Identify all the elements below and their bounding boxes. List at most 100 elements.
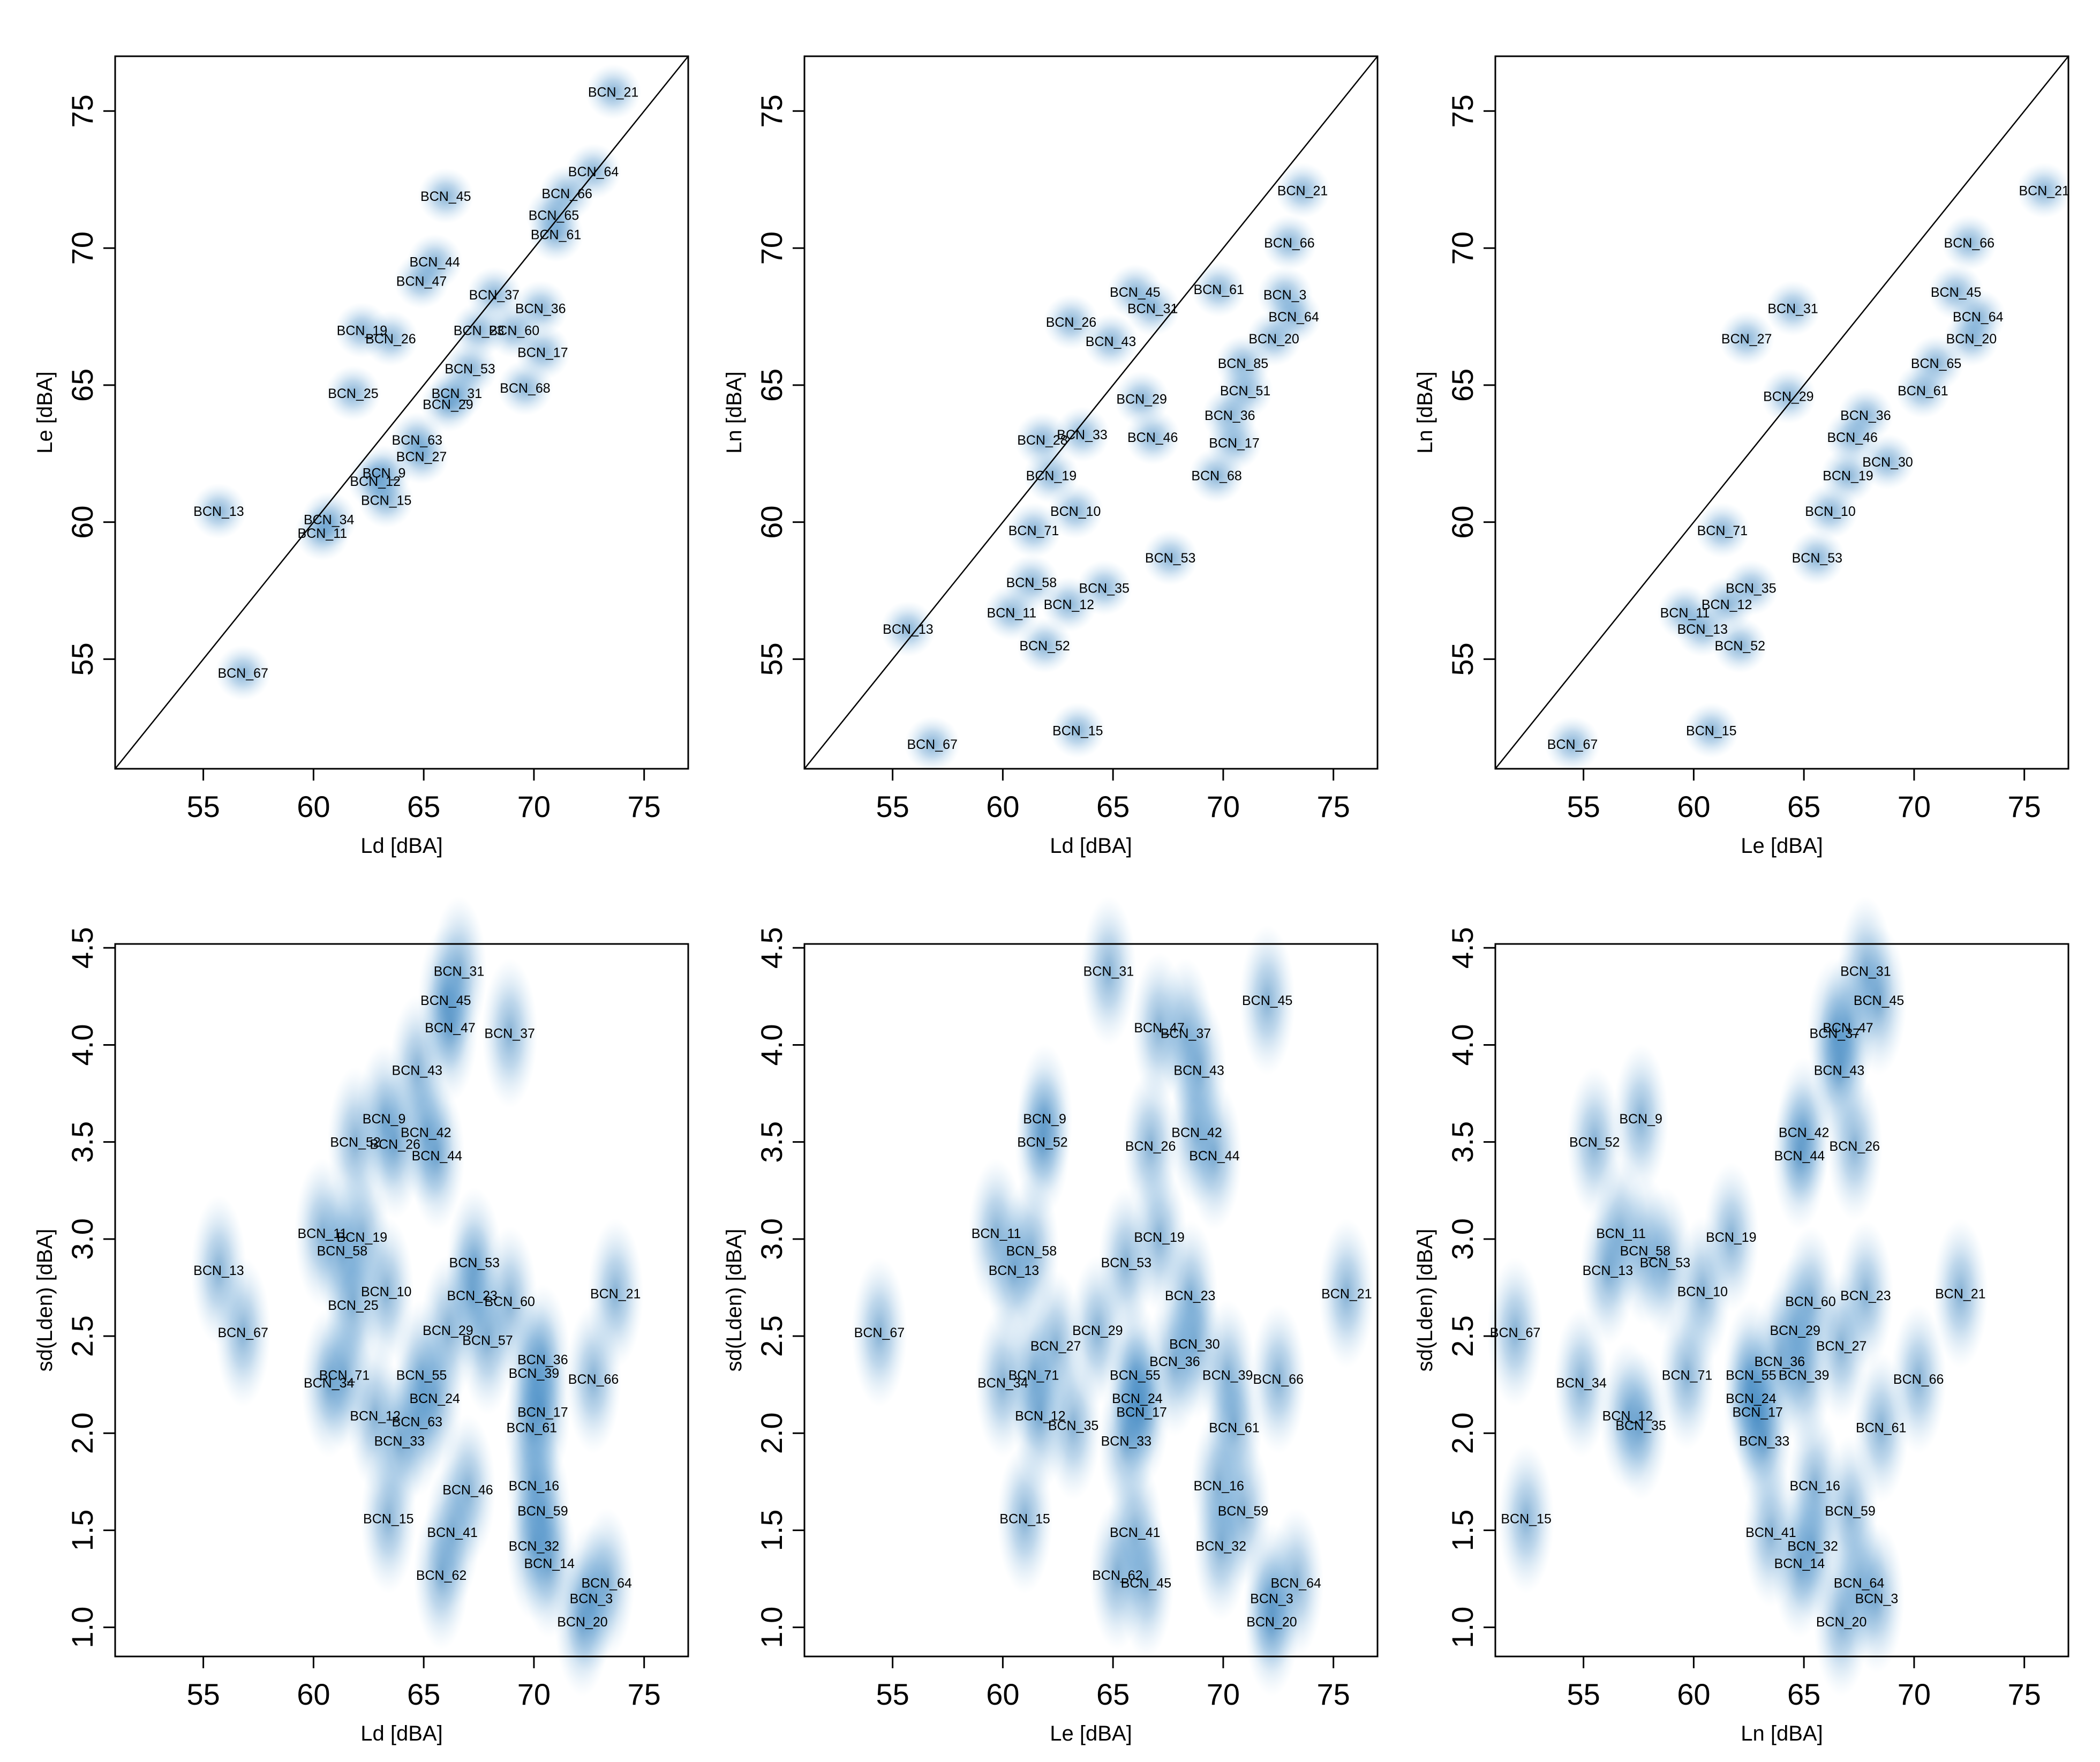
- point-marker: [1083, 313, 1139, 369]
- x-tick-label: 60: [1677, 1677, 1710, 1711]
- point-labels: BCN_21 BCN_64 BCN_45 BCN_66 BCN_65 BCN_61 BCN_…: [193, 85, 638, 681]
- point-label: BCN_47: [1134, 1021, 1185, 1036]
- point-label: BCN_35: [1048, 1419, 1099, 1434]
- point-label: BCN_64: [1953, 310, 2004, 325]
- point-label: BCN_17: [1209, 436, 1260, 451]
- y-tick-label: 1.5: [755, 1510, 788, 1551]
- point-label: BCN_53: [1640, 1255, 1691, 1270]
- plot-frame: [114, 55, 689, 770]
- y-axis: 1.0 1.5 2.0 2.5 3.0 3.5 4.0 4.5 sd(Lden) [dBA]: [722, 927, 804, 1648]
- point-label: BCN_11: [1660, 605, 1710, 620]
- x-axis: 55 60 65 70 75 Le [dBA]: [876, 1656, 1350, 1745]
- point-label: BCN_12: [350, 474, 401, 489]
- y-tick-label: 55: [1446, 642, 1479, 676]
- point-label: BCN_43: [1086, 334, 1136, 349]
- point-label: BCN_43: [1814, 1063, 1865, 1078]
- y-tick-label: 2.0: [755, 1412, 788, 1454]
- point-marker: [413, 1499, 470, 1650]
- y-tick-label: 75: [1446, 94, 1479, 128]
- point-label: BCN_20: [1946, 332, 1997, 347]
- point-label: BCN_34: [304, 1376, 355, 1391]
- point-label: BCN_25: [328, 1298, 379, 1313]
- point-marker: [1802, 483, 1858, 539]
- point-label: BCN_53: [1101, 1255, 1152, 1270]
- y-tick-label: 4.5: [1446, 927, 1479, 969]
- point-label: BCN_17: [517, 1405, 568, 1420]
- point-label: BCN_34: [977, 1376, 1028, 1391]
- point-label: BCN_31: [1127, 302, 1178, 317]
- x-axis-title: Ln [dBA]: [1741, 1722, 1823, 1745]
- point-label: BCN_3: [1263, 288, 1307, 303]
- point-marker: [1826, 1070, 1883, 1221]
- point-label: BCN_61: [507, 1420, 558, 1435]
- point-marker: [1191, 261, 1247, 317]
- point-label: BCN_52: [1715, 639, 1766, 654]
- point-label: BCN_64: [568, 164, 619, 179]
- y-axis-title: sd(Lden) [dBA]: [33, 1229, 57, 1372]
- point-label: BCN_27: [1030, 1339, 1081, 1354]
- point-label: BCN_31: [434, 964, 485, 979]
- point-marker: [1275, 162, 1331, 219]
- point-label: BCN_46: [1127, 430, 1178, 445]
- y-tick-label: 65: [1446, 369, 1479, 402]
- x-tick-label: 60: [297, 1677, 330, 1711]
- point-label: BCN_61: [1856, 1420, 1907, 1435]
- y-tick-label: 3.0: [755, 1218, 788, 1260]
- point-label: BCN_45: [1931, 285, 1982, 300]
- y-tick-label: 3.5: [65, 1121, 99, 1163]
- point-label: BCN_58: [1006, 575, 1057, 590]
- point-marker: [358, 472, 415, 528]
- point-label: BCN_45: [1110, 285, 1161, 300]
- point-blobs: [191, 896, 644, 1697]
- point-label: BCN_60: [484, 1294, 535, 1309]
- point-label: BCN_61: [1209, 1420, 1260, 1435]
- y-tick-label: 55: [65, 642, 99, 676]
- point-label: BCN_42: [401, 1126, 451, 1141]
- point-label: BCN_32: [509, 1539, 560, 1554]
- point-label: BCN_13: [1583, 1263, 1634, 1278]
- point-label: BCN_52: [1569, 1135, 1620, 1150]
- y-tick-label: 1.0: [1446, 1607, 1479, 1648]
- point-label: BCN_31: [1767, 302, 1818, 317]
- point-marker: [1125, 280, 1181, 336]
- point-label: BCN_31: [432, 386, 483, 401]
- y-tick-label: 3.0: [65, 1218, 99, 1260]
- x-tick-label: 70: [1898, 1677, 1931, 1711]
- point-label: BCN_21: [1935, 1286, 1986, 1301]
- point-marker: [1041, 576, 1097, 633]
- point-label: BCN_37: [469, 288, 520, 303]
- point-label: BCN_52: [1017, 1135, 1068, 1150]
- y-axis-title: Ln [dBA]: [722, 371, 746, 453]
- point-label: BCN_19: [1134, 1230, 1185, 1245]
- point-marker: [566, 1303, 622, 1454]
- point-label: BCN_66: [541, 186, 592, 201]
- point-label: BCN_11: [972, 1226, 1021, 1241]
- identity-line: [804, 56, 1378, 769]
- x-tick-label: 70: [517, 790, 551, 823]
- point-label: BCN_13: [1677, 622, 1728, 637]
- point-marker: [1545, 716, 1601, 772]
- point-label: BCN_52: [1019, 639, 1070, 654]
- point-marker: [294, 505, 350, 561]
- identity-line: [1495, 56, 2069, 769]
- point-label: BCN_35: [1079, 581, 1130, 596]
- point-label: BCN_62: [416, 1568, 467, 1583]
- point-marker: [1771, 1081, 1827, 1231]
- x-tick-label: 70: [1207, 1677, 1240, 1711]
- point-label: BCN_14: [524, 1556, 575, 1571]
- x-tick-label: 65: [1787, 790, 1820, 823]
- point-label: BCN_15: [363, 1512, 414, 1527]
- point-label: BCN_41: [1110, 1525, 1161, 1540]
- y-tick-label: 60: [755, 505, 788, 538]
- point-label: BCN_55: [1110, 1368, 1161, 1383]
- point-label: BCN_60: [1785, 1294, 1836, 1309]
- point-label: BCN_9: [1023, 1112, 1066, 1127]
- y-tick-label: 4.0: [65, 1024, 99, 1066]
- point-label: BCN_29: [1116, 392, 1167, 407]
- point-label: BCN_17: [1732, 1405, 1783, 1420]
- y-tick-label: 65: [65, 369, 99, 402]
- point-marker: [1239, 925, 1296, 1076]
